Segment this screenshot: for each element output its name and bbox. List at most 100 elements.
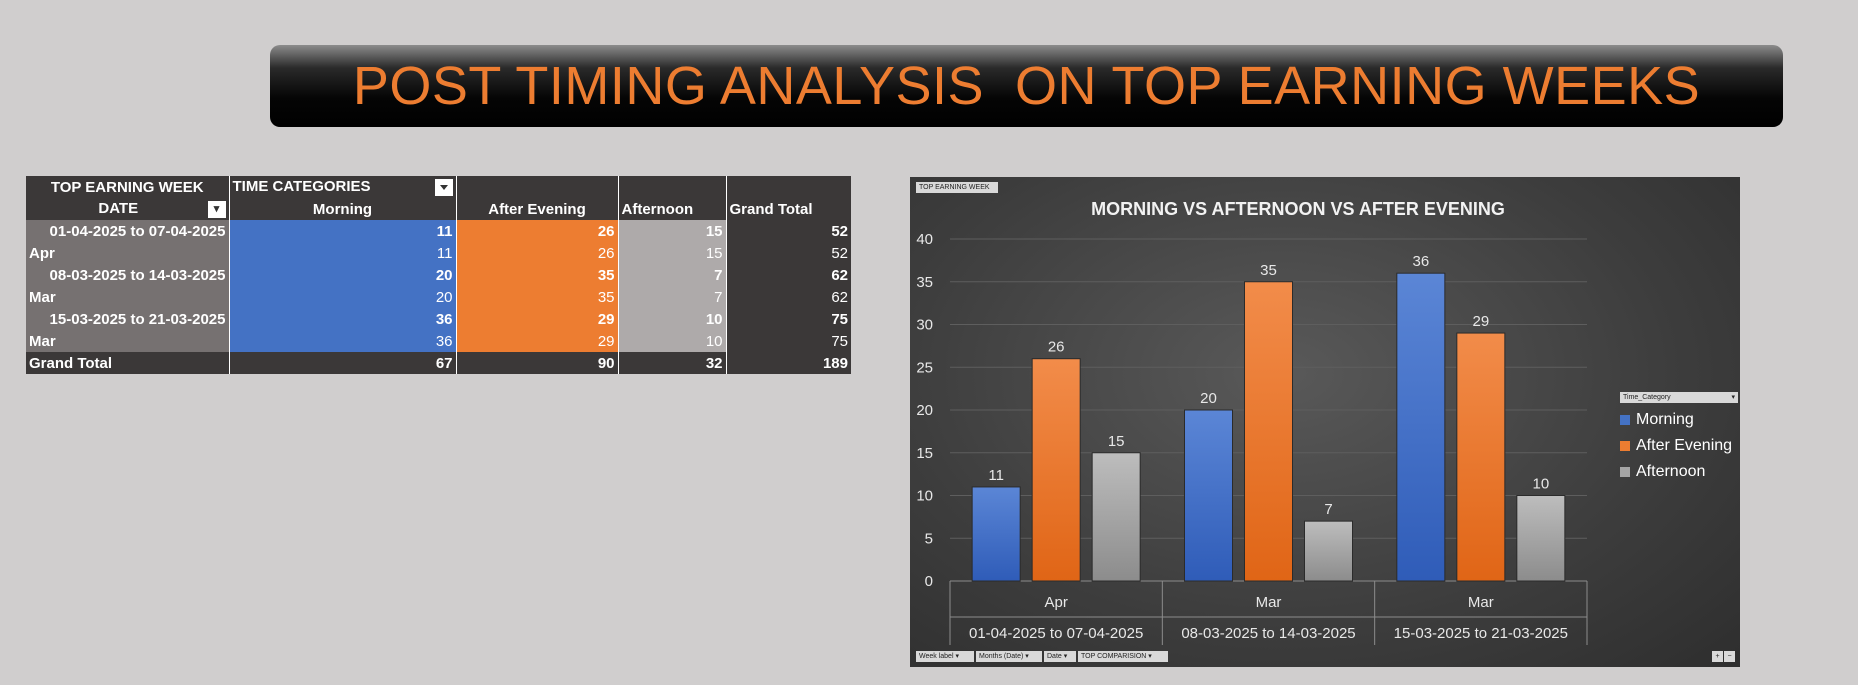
- y-tick-label: 40: [916, 231, 933, 248]
- field-button-months[interactable]: Months (Date) ▾: [976, 651, 1042, 662]
- data-label: 29: [1472, 313, 1489, 330]
- table-row: Apr 11 26 15 52: [26, 242, 851, 264]
- chart-title: MORNING VS AFTERNOON VS AFTER EVENING: [1091, 199, 1505, 219]
- y-tick-label: 30: [916, 317, 933, 334]
- y-tick-label: 5: [925, 530, 933, 547]
- legend-label: After Evening: [1636, 437, 1733, 454]
- table-row: Mar 36 29 10 75: [26, 330, 851, 352]
- legend-label: Morning: [1636, 411, 1694, 428]
- pivot-table: TOP EARNING WEEK TIME CATEGORIES DATE ▾ …: [26, 176, 851, 374]
- field-button-week-label[interactable]: Week label ▾: [916, 651, 974, 662]
- collapse-icon[interactable]: −: [1724, 651, 1735, 662]
- cell-afternoon: 10: [617, 308, 726, 330]
- bar-after-evening[interactable]: [1244, 281, 1293, 582]
- table-row: 15-03-2025 to 21-03-2025 36 29 10 75: [26, 308, 851, 330]
- legend-label: Afternoon: [1636, 463, 1706, 480]
- cell-after-evening: 90: [455, 352, 618, 374]
- cell-after-evening: 26: [455, 242, 618, 264]
- cell-total: 52: [725, 220, 851, 242]
- legend-swatch: [1620, 415, 1630, 425]
- data-label: 36: [1412, 253, 1429, 270]
- chevron-down-icon: ▾: [1731, 394, 1735, 401]
- row-label: Grand Total: [26, 352, 229, 374]
- data-label: 35: [1260, 262, 1277, 279]
- bar-after-evening[interactable]: [1456, 332, 1506, 582]
- cell-after-evening: 35: [455, 264, 618, 286]
- date-filter-icon[interactable]: ▾: [207, 201, 226, 218]
- cell-morning: 11: [228, 220, 456, 242]
- field-label: Months (Date): [979, 653, 1024, 660]
- pivot-chart[interactable]: MORNING VS AFTERNOON VS AFTER EVENING 0 5…: [910, 177, 1740, 667]
- cell-morning: 36: [228, 308, 456, 330]
- y-tick-label: 20: [916, 402, 933, 419]
- bar-after-evening[interactable]: [1031, 358, 1081, 582]
- cell-morning: 20: [228, 286, 456, 308]
- legend-swatch: [1620, 467, 1630, 477]
- x-tick-label: Apr: [1044, 594, 1067, 611]
- cell-total: 189: [725, 352, 851, 374]
- data-label: 10: [1532, 476, 1549, 493]
- chart-svg: MORNING VS AFTERNOON VS AFTER EVENING 0 5…: [916, 199, 1588, 645]
- row-label: Mar: [26, 330, 229, 352]
- bar-morning[interactable]: [971, 486, 1021, 582]
- bar-morning[interactable]: [1396, 272, 1446, 582]
- data-label: 11: [988, 467, 1004, 484]
- legend-field-button[interactable]: Time_Category ▾: [1620, 392, 1738, 403]
- cell-afternoon: 7: [617, 264, 726, 286]
- y-tick-label: 35: [916, 274, 933, 291]
- data-label: 15: [1108, 433, 1125, 450]
- expand-icon[interactable]: +: [1712, 651, 1723, 662]
- y-tick-label: 25: [916, 359, 933, 376]
- header-afternoon: Afternoon: [617, 198, 726, 220]
- cell-total: 75: [725, 330, 851, 352]
- row-label: Apr: [26, 242, 229, 264]
- y-tick-label: 0: [925, 573, 933, 590]
- header-date-cell: DATE ▾: [26, 198, 229, 220]
- bar-afternoon[interactable]: [1091, 452, 1141, 582]
- header-time-categories-cell: TIME CATEGORIES: [228, 176, 456, 198]
- field-button-date[interactable]: Date ▾: [1044, 651, 1076, 662]
- data-label: 26: [1048, 339, 1065, 356]
- cell-afternoon: 10: [617, 330, 726, 352]
- time-categories-dropdown-icon[interactable]: [434, 179, 453, 196]
- field-button-top-comparision[interactable]: TOP COMPARISION ▾: [1078, 651, 1168, 662]
- x-group-label: 15-03-2025 to 21-03-2025: [1394, 625, 1568, 642]
- legend-item-afternoon: Afternoon: [1620, 459, 1738, 485]
- cell-morning: 67: [228, 352, 456, 374]
- header-blank: [617, 176, 726, 198]
- table-row: 08-03-2025 to 14-03-2025 20 35 7 62: [26, 264, 851, 286]
- cell-total: 75: [725, 308, 851, 330]
- banner-title: POST TIMING ANALYSIS ON TOP EARNING WEEK…: [352, 56, 1701, 116]
- cell-after-evening: 29: [455, 308, 618, 330]
- legend: Time_Category ▾ Morning After Evening Af…: [1620, 392, 1738, 485]
- data-label: 20: [1200, 390, 1217, 407]
- field-label: Week label: [919, 653, 954, 660]
- cell-total: 62: [725, 264, 851, 286]
- header-top-earning-week: TOP EARNING WEEK: [26, 176, 229, 198]
- y-tick-label: 10: [916, 488, 933, 505]
- cell-afternoon: 15: [617, 242, 726, 264]
- grand-total-row: Grand Total 67 90 32 189: [26, 352, 851, 374]
- header-morning: Morning: [228, 198, 456, 220]
- field-button-top-earning-week[interactable]: TOP EARNING WEEK: [916, 182, 998, 193]
- legend-item-morning: Morning: [1620, 407, 1738, 433]
- row-label: 15-03-2025 to 21-03-2025: [26, 308, 229, 330]
- bar-afternoon[interactable]: [1516, 495, 1566, 582]
- header-after-evening: After Evening: [455, 198, 618, 220]
- row-label: 01-04-2025 to 07-04-2025: [26, 220, 229, 242]
- x-tick-label: Mar: [1256, 594, 1282, 611]
- data-label: 7: [1324, 501, 1332, 518]
- cell-morning: 11: [228, 242, 456, 264]
- title-banner: POST TIMING ANALYSIS ON TOP EARNING WEEK…: [270, 45, 1783, 127]
- cell-morning: 20: [228, 264, 456, 286]
- field-label: Date: [1047, 653, 1062, 660]
- header-blank: [725, 176, 851, 198]
- table-row: 01-04-2025 to 07-04-2025 11 26 15 52: [26, 220, 851, 242]
- cell-after-evening: 29: [455, 330, 618, 352]
- bar-afternoon[interactable]: [1304, 520, 1353, 582]
- header-grand-total: Grand Total: [725, 198, 851, 220]
- header-blank: [455, 176, 618, 198]
- cell-afternoon: 32: [617, 352, 726, 374]
- header-date: DATE: [98, 200, 139, 217]
- bar-morning[interactable]: [1184, 409, 1233, 582]
